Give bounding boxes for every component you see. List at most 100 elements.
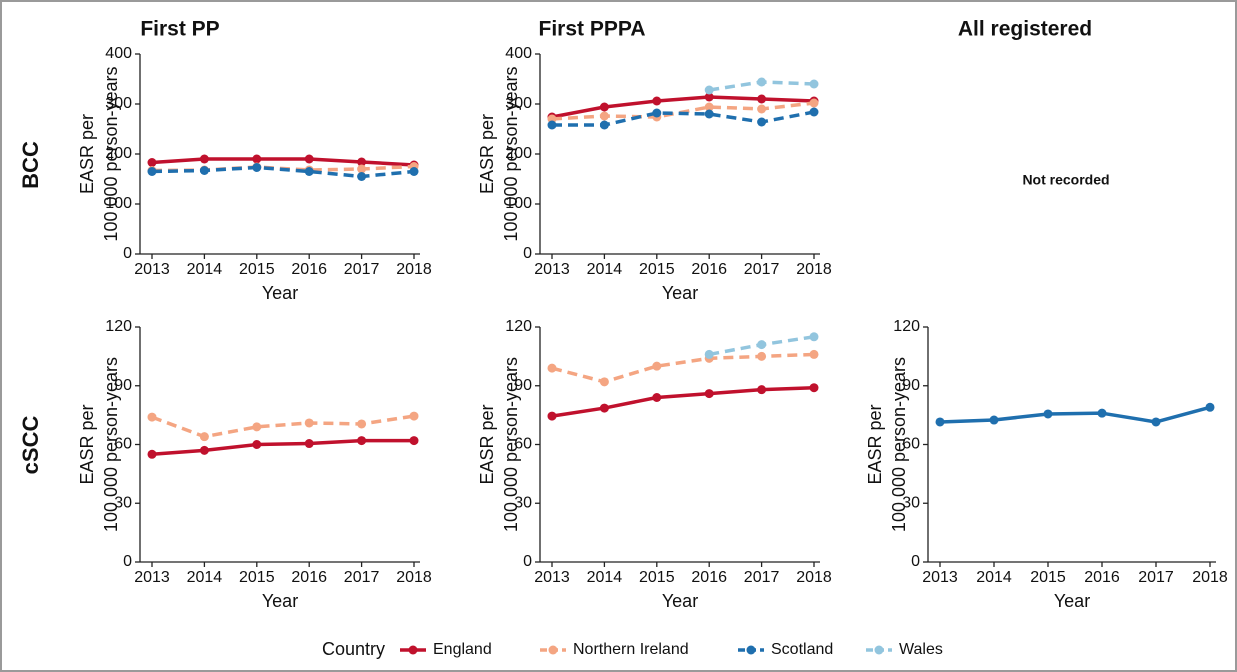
legend-marker [548, 645, 558, 655]
data-point [757, 340, 767, 350]
x-tick-label: 2017 [1138, 569, 1174, 586]
y-tick-label: 200 [505, 145, 532, 162]
data-point [757, 385, 767, 395]
row-label: BCC [18, 141, 43, 189]
y-tick-label: 30 [514, 494, 532, 511]
data-point [809, 383, 819, 393]
y-tick-label: 90 [114, 377, 132, 394]
x-tick-label: 2016 [291, 569, 327, 586]
data-point [757, 104, 767, 114]
data-point [147, 449, 157, 459]
y-axis-title: EASR per [477, 404, 497, 484]
data-point [199, 166, 209, 175]
y-tick-label: 60 [114, 436, 132, 453]
series-line [151, 438, 414, 457]
x-axis-title: Year [662, 591, 698, 611]
series-line [151, 414, 415, 439]
data-point [357, 157, 367, 167]
legend-label: Wales [899, 641, 943, 658]
x-tick-label: 2016 [291, 261, 327, 278]
row-label: cSCC [18, 416, 43, 475]
x-axis-title: Year [662, 283, 698, 303]
x-tick-label: 2016 [691, 261, 727, 278]
x-tick-label: 2014 [187, 569, 223, 586]
data-point [409, 167, 419, 176]
series-line [151, 157, 415, 167]
data-point [252, 154, 262, 164]
column-title: First PPPA [539, 18, 646, 41]
data-point [252, 440, 262, 449]
x-tick-label: 2016 [1084, 569, 1120, 586]
series-line [151, 165, 415, 179]
x-tick-label: 2015 [639, 261, 675, 278]
y-tick-label: 120 [105, 318, 132, 335]
y-tick-label: 100 [105, 195, 132, 212]
y-tick-label: 60 [514, 436, 532, 453]
data-point [1043, 409, 1053, 419]
data-point [704, 389, 714, 399]
data-point [252, 163, 262, 172]
y-tick-label: 30 [902, 494, 920, 511]
data-point [652, 96, 662, 106]
y-tick-label: 0 [523, 553, 532, 570]
x-tick-label: 2015 [639, 569, 675, 586]
data-point [989, 415, 999, 425]
data-point [1151, 417, 1161, 427]
data-point [704, 102, 714, 112]
x-tick-label: 2013 [134, 569, 170, 586]
data-point [757, 351, 767, 361]
x-axis-title: Year [262, 283, 298, 303]
y-tick-label: 30 [114, 494, 132, 511]
x-tick-label: 2018 [1192, 569, 1228, 586]
legend-title: Country [322, 639, 385, 659]
y-tick-label: 400 [105, 45, 132, 62]
data-point [547, 120, 557, 130]
data-point [809, 107, 819, 117]
series-line [551, 95, 815, 119]
data-point [357, 172, 367, 181]
data-point [357, 436, 367, 446]
data-point [652, 361, 662, 371]
column-title: First PP [140, 18, 219, 41]
data-point [599, 377, 609, 387]
data-point [704, 85, 714, 95]
data-point [599, 120, 609, 130]
x-tick-label: 2013 [534, 569, 570, 586]
y-tick-label: 300 [505, 95, 532, 112]
y-axis-title: 100 000 person-years [101, 357, 121, 532]
x-tick-label: 2018 [796, 261, 832, 278]
x-tick-label: 2014 [587, 261, 623, 278]
x-tick-label: 2013 [534, 261, 570, 278]
y-tick-label: 0 [123, 245, 132, 262]
data-point [599, 403, 609, 413]
legend-label: Northern Ireland [573, 641, 689, 658]
data-point [147, 167, 157, 176]
data-point [409, 411, 419, 421]
data-point [704, 349, 714, 359]
data-point [304, 418, 314, 428]
data-point [652, 108, 662, 118]
x-tick-label: 2018 [396, 261, 432, 278]
series-line [939, 405, 1211, 424]
y-tick-label: 200 [105, 145, 132, 162]
legend-marker [746, 645, 756, 655]
x-tick-label: 2017 [344, 261, 380, 278]
data-point [199, 445, 209, 455]
y-tick-label: 90 [514, 377, 532, 394]
y-axis-title: EASR per [865, 404, 885, 484]
data-point [304, 439, 314, 449]
y-tick-label: 0 [523, 245, 532, 262]
data-point [809, 79, 819, 89]
data-point [409, 436, 419, 446]
y-axis-title: 100 000 person-years [501, 66, 521, 241]
data-point [652, 393, 662, 402]
data-point [1097, 408, 1107, 418]
data-point [704, 92, 714, 102]
data-point [809, 349, 819, 359]
y-tick-label: 400 [505, 45, 532, 62]
y-axis-title: 100 000 person-years [501, 357, 521, 532]
data-point [304, 154, 314, 164]
data-point [599, 111, 609, 121]
